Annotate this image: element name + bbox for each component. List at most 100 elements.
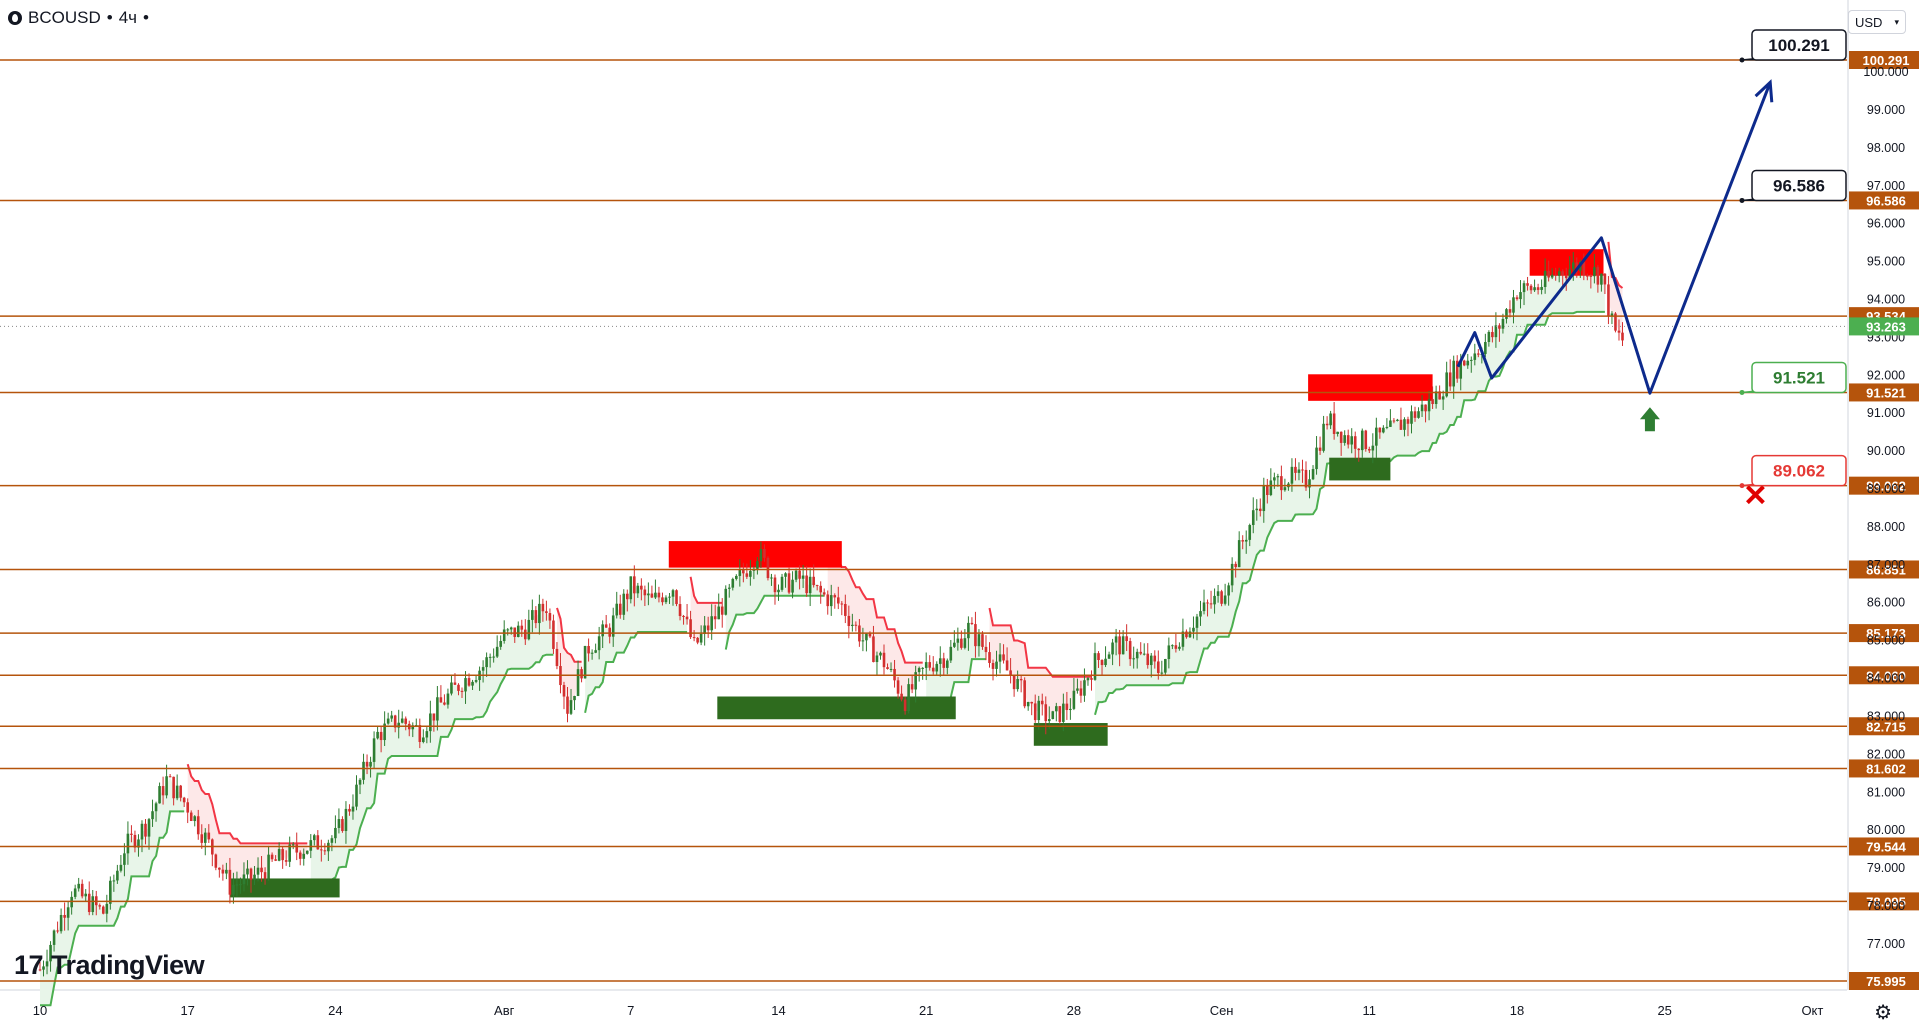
candle-body <box>995 661 998 669</box>
candle-body <box>1269 480 1273 496</box>
header-separator: • <box>106 8 113 27</box>
candle-body <box>541 603 545 612</box>
candle-body <box>903 699 907 712</box>
level-label: 91.521 <box>1866 385 1906 400</box>
price-tick-label: 78.000 <box>1867 899 1905 913</box>
time-tick-label: Сен <box>1210 1003 1234 1018</box>
candle-body <box>580 669 583 679</box>
price-tick-label: 87.000 <box>1867 558 1905 572</box>
candle-body <box>492 656 495 658</box>
buy-arrow-icon <box>1639 407 1660 432</box>
candle-body <box>1438 391 1441 400</box>
candle-body <box>900 693 903 700</box>
candle-body <box>1547 270 1550 278</box>
candle-body <box>1142 653 1146 655</box>
candle-body <box>1311 469 1315 480</box>
candle-body <box>566 696 569 714</box>
time-tick-label: 7 <box>627 1003 634 1018</box>
currency-select[interactable]: USD ▾ <box>1848 10 1906 34</box>
candle-body <box>516 625 520 637</box>
symbol-header[interactable]: BCOUSD • 4ч • <box>8 8 149 28</box>
candle-body <box>1543 270 1547 288</box>
candle-body <box>196 816 200 835</box>
candle-body <box>756 561 759 569</box>
candle-body <box>45 961 49 967</box>
candle-body <box>133 834 137 848</box>
candle-body <box>974 624 977 647</box>
candle-body <box>270 854 274 860</box>
candle-body <box>1072 690 1076 709</box>
candle-body <box>91 896 95 913</box>
currency-value: USD <box>1855 14 1883 30</box>
target-label: 100.291 <box>1768 36 1829 55</box>
candle-body <box>1603 273 1607 285</box>
candle-body <box>622 593 626 615</box>
candle-body <box>794 570 798 580</box>
candle-body <box>186 802 189 813</box>
candle-body <box>66 907 70 918</box>
candle-body <box>344 808 348 832</box>
candle-body <box>1280 476 1283 491</box>
candle-body <box>552 620 555 649</box>
candle-body <box>682 616 685 618</box>
candle-body <box>337 819 341 828</box>
candle-body <box>1554 274 1557 276</box>
candle-body <box>1185 631 1188 638</box>
resistance-trend-fill <box>827 556 923 706</box>
candle-body <box>981 634 984 647</box>
candle-body <box>56 930 59 932</box>
candle-body <box>418 725 422 742</box>
candle-body <box>154 803 158 812</box>
candle-body <box>787 573 791 593</box>
candle-body <box>1206 602 1209 604</box>
candle-body <box>629 576 633 600</box>
candle-body <box>671 590 675 597</box>
candle-body <box>362 761 365 780</box>
candle-body <box>1209 603 1213 605</box>
candle-body <box>1160 672 1164 674</box>
candle-body <box>1308 479 1311 488</box>
candle-body <box>1135 651 1139 659</box>
price-tick-label: 89.000 <box>1867 482 1905 496</box>
level-label-bg <box>1849 560 1919 579</box>
candle-body <box>130 833 133 835</box>
candle-body <box>112 880 116 882</box>
resistance-trend-fill <box>557 607 582 707</box>
candle-body <box>1385 426 1389 428</box>
candle-body <box>239 884 242 886</box>
current-price-bg <box>1849 317 1919 336</box>
candle-body <box>1051 711 1055 720</box>
candle-body <box>1093 653 1097 680</box>
candle-body <box>1164 659 1167 673</box>
gear-icon[interactable]: ⚙ <box>1874 1002 1892 1024</box>
level-label: 96.586 <box>1866 193 1906 208</box>
candle-body <box>439 697 443 703</box>
candle-body <box>277 849 281 861</box>
candle-body <box>1149 655 1153 666</box>
candle-body <box>1002 654 1005 661</box>
candle-body <box>956 638 960 643</box>
candle-body <box>457 684 460 691</box>
candle-body <box>1392 420 1396 422</box>
candle-body <box>228 869 232 895</box>
candle-body <box>1065 703 1069 711</box>
candle-body <box>1083 680 1086 696</box>
candle-body <box>189 812 193 822</box>
candle-body <box>1248 525 1252 540</box>
candle-body <box>699 634 703 643</box>
candle-body <box>305 850 309 854</box>
level-label: 79.544 <box>1866 839 1907 854</box>
stop-cross-icon <box>1746 485 1765 505</box>
candle-body <box>429 713 432 732</box>
candle-body <box>295 844 299 853</box>
candle-body <box>1434 391 1438 405</box>
candle-body <box>474 680 478 682</box>
candle-body <box>1614 313 1617 331</box>
candle-body <box>527 619 531 640</box>
candle-body <box>400 718 404 723</box>
candle-body <box>963 638 967 648</box>
level-label-bg <box>1849 759 1919 778</box>
candle-body <box>109 880 112 904</box>
candle-body <box>1188 631 1192 638</box>
